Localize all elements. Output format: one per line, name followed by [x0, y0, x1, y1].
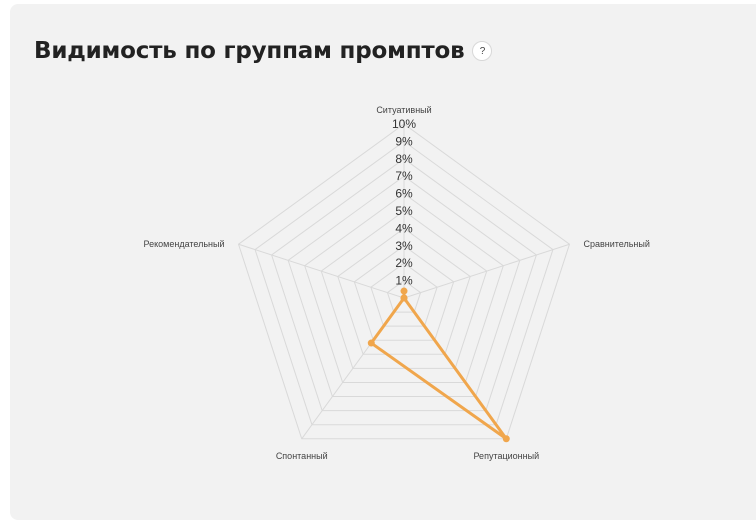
radar-grid-ring	[304, 192, 504, 383]
radar-tick-label: 5%	[395, 204, 413, 218]
radar-grid-ring	[337, 227, 471, 355]
radar-data-point	[502, 435, 510, 443]
radar-spoke	[403, 243, 570, 299]
radar-tick-label: 9%	[395, 134, 413, 148]
radar-category-label: Ситуативный	[376, 105, 431, 115]
radar-grid-ring	[320, 210, 488, 369]
radar-labels: 1% 2% 3% 4% 5% 6% 7% 8% 9% 10% Ситуативный Сравните…	[144, 105, 650, 461]
radar-tick-label: 10%	[392, 117, 416, 131]
radar-data-point	[367, 339, 375, 347]
radar-tick-label: 2%	[395, 256, 413, 270]
radar-grid-ring	[254, 140, 554, 426]
radar-category-label: Рекомендательный	[144, 239, 225, 249]
radar-data-point	[400, 294, 408, 302]
radar-grid-ring	[353, 245, 455, 341]
radar-tick-label: 4%	[395, 221, 413, 235]
radar-grid-ring	[237, 123, 571, 440]
title-row: Видимость по группам промптов ?	[34, 38, 493, 64]
radar-data-point	[400, 287, 408, 295]
radar-category-label: Спонтанный	[276, 451, 328, 461]
help-icon[interactable]: ?	[472, 41, 493, 61]
radar-category-label: Сравнительный	[583, 239, 649, 249]
radar-tick-label: 7%	[395, 169, 413, 183]
radar-tick-label: 3%	[395, 239, 413, 253]
radar-spoke	[238, 243, 405, 299]
chart-card	[10, 4, 756, 520]
radar-grid-ring	[271, 158, 537, 412]
radar-tick-label: 8%	[395, 152, 413, 166]
radar-tick-label: 1%	[395, 274, 413, 288]
radar-grid-ring	[386, 279, 422, 313]
page-title: Видимость по группам промптов	[34, 38, 465, 64]
radar-series	[367, 287, 510, 443]
radar-grid-ring	[287, 175, 521, 398]
radar-grid-ring	[370, 262, 438, 327]
radar-category-label: Репутационный	[473, 451, 539, 461]
radar-tick-label: 6%	[395, 187, 413, 201]
